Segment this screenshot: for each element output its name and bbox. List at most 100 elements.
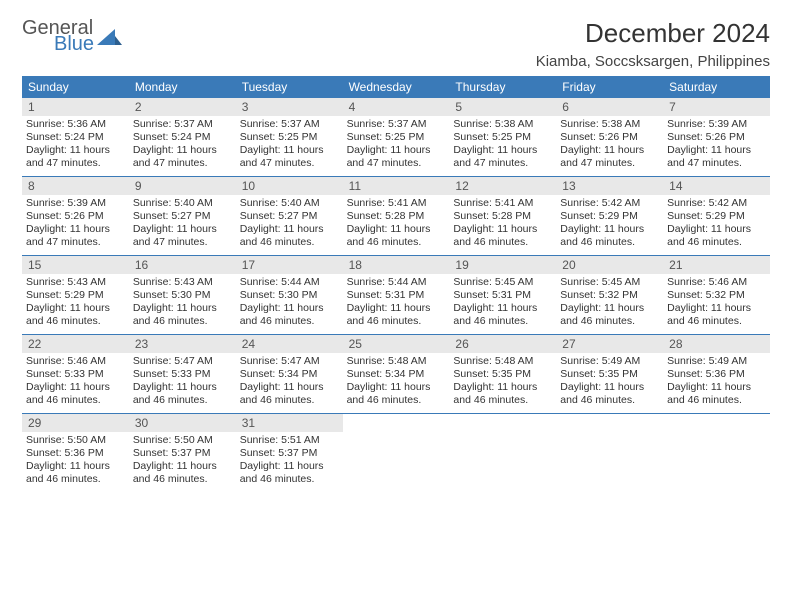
sunrise-text: Sunrise: 5:48 AM (453, 355, 552, 368)
title-block: December 2024 Kiamba, Soccsksargen, Phil… (536, 18, 770, 70)
day-number: 4 (343, 98, 450, 116)
day-cell: 21Sunrise: 5:46 AMSunset: 5:32 PMDayligh… (663, 256, 770, 334)
sunset-text: Sunset: 5:33 PM (26, 368, 125, 381)
daylight-text: Daylight: 11 hours and 46 minutes. (240, 381, 339, 407)
sunrise-text: Sunrise: 5:43 AM (133, 276, 232, 289)
day-cell: 13Sunrise: 5:42 AMSunset: 5:29 PMDayligh… (556, 177, 663, 255)
daylight-text: Daylight: 11 hours and 47 minutes. (453, 144, 552, 170)
day-body: Sunrise: 5:43 AMSunset: 5:30 PMDaylight:… (129, 274, 236, 331)
daylight-text: Daylight: 11 hours and 46 minutes. (240, 302, 339, 328)
day-cell: 25Sunrise: 5:48 AMSunset: 5:34 PMDayligh… (343, 335, 450, 413)
day-body: Sunrise: 5:37 AMSunset: 5:24 PMDaylight:… (129, 116, 236, 173)
day-body: Sunrise: 5:50 AMSunset: 5:37 PMDaylight:… (129, 432, 236, 489)
day-number: 28 (663, 335, 770, 353)
sunrise-text: Sunrise: 5:38 AM (560, 118, 659, 131)
day-body: Sunrise: 5:41 AMSunset: 5:28 PMDaylight:… (449, 195, 556, 252)
day-cell: 6 Sunrise: 5:38 AMSunset: 5:26 PMDaylight… (556, 98, 663, 176)
daylight-text: Daylight: 11 hours and 47 minutes. (667, 144, 766, 170)
day-body: Sunrise: 5:50 AMSunset: 5:36 PMDaylight:… (22, 432, 129, 489)
day-cell: 3Sunrise: 5:37 AMSunset: 5:25 PMDaylight… (236, 98, 343, 176)
day-number: 20 (556, 256, 663, 274)
calendar: SundayMondayTuesdayWednesdayThursdayFrid… (22, 76, 770, 492)
sunrise-text: Sunrise: 5:48 AM (347, 355, 446, 368)
day-header: Friday (556, 76, 663, 98)
sunrise-text: Sunrise: 5:47 AM (133, 355, 232, 368)
day-cell: 17Sunrise: 5:44 AMSunset: 5:30 PMDayligh… (236, 256, 343, 334)
daylight-text: Daylight: 11 hours and 46 minutes. (240, 223, 339, 249)
day-header: Thursday (449, 76, 556, 98)
sunrise-text: Sunrise: 5:37 AM (133, 118, 232, 131)
daylight-text: Daylight: 11 hours and 47 minutes. (26, 144, 125, 170)
week-row: 22Sunrise: 5:46 AMSunset: 5:33 PMDayligh… (22, 335, 770, 414)
day-number: 31 (236, 414, 343, 432)
triangle-icon (97, 27, 123, 52)
day-body: Sunrise: 5:46 AMSunset: 5:32 PMDaylight:… (663, 274, 770, 331)
day-number: 3 (236, 98, 343, 116)
day-body: Sunrise: 5:48 AMSunset: 5:35 PMDaylight:… (449, 353, 556, 410)
day-number: 17 (236, 256, 343, 274)
daylight-text: Daylight: 11 hours and 46 minutes. (347, 302, 446, 328)
daylight-text: Daylight: 11 hours and 46 minutes. (667, 223, 766, 249)
sunset-text: Sunset: 5:27 PM (133, 210, 232, 223)
logo-word-blue: Blue (54, 34, 94, 54)
day-number: 13 (556, 177, 663, 195)
sunset-text: Sunset: 5:32 PM (560, 289, 659, 302)
day-body: Sunrise: 5:36 AMSunset: 5:24 PMDaylight:… (22, 116, 129, 173)
sunset-text: Sunset: 5:24 PM (133, 131, 232, 144)
daylight-text: Daylight: 11 hours and 47 minutes. (26, 223, 125, 249)
daylight-text: Daylight: 11 hours and 46 minutes. (26, 302, 125, 328)
sunset-text: Sunset: 5:37 PM (133, 447, 232, 460)
day-body: Sunrise: 5:42 AMSunset: 5:29 PMDaylight:… (663, 195, 770, 252)
sunset-text: Sunset: 5:35 PM (453, 368, 552, 381)
sunset-text: Sunset: 5:25 PM (453, 131, 552, 144)
daylight-text: Daylight: 11 hours and 46 minutes. (240, 460, 339, 486)
day-number: 19 (449, 256, 556, 274)
sunrise-text: Sunrise: 5:51 AM (240, 434, 339, 447)
sunset-text: Sunset: 5:26 PM (560, 131, 659, 144)
day-cell: 27Sunrise: 5:49 AMSunset: 5:35 PMDayligh… (556, 335, 663, 413)
day-cell: 8Sunrise: 5:39 AMSunset: 5:26 PMDaylight… (22, 177, 129, 255)
sunset-text: Sunset: 5:36 PM (26, 447, 125, 460)
day-number: 26 (449, 335, 556, 353)
sunset-text: Sunset: 5:36 PM (667, 368, 766, 381)
day-cell: 5Sunrise: 5:38 AMSunset: 5:25 PMDaylight… (449, 98, 556, 176)
daylight-text: Daylight: 11 hours and 46 minutes. (347, 223, 446, 249)
day-number: 27 (556, 335, 663, 353)
week-row: 1Sunrise: 5:36 AMSunset: 5:24 PMDaylight… (22, 98, 770, 177)
location-text: Kiamba, Soccsksargen, Philippines (536, 53, 770, 70)
day-body: Sunrise: 5:39 AMSunset: 5:26 PMDaylight:… (663, 116, 770, 173)
day-number: 6 (556, 98, 663, 116)
day-body: Sunrise: 5:42 AMSunset: 5:29 PMDaylight:… (556, 195, 663, 252)
sunrise-text: Sunrise: 5:47 AM (240, 355, 339, 368)
daylight-text: Daylight: 11 hours and 46 minutes. (133, 460, 232, 486)
sunrise-text: Sunrise: 5:42 AM (667, 197, 766, 210)
week-row: 8Sunrise: 5:39 AMSunset: 5:26 PMDaylight… (22, 177, 770, 256)
week-row: 15Sunrise: 5:43 AMSunset: 5:29 PMDayligh… (22, 256, 770, 335)
sunset-text: Sunset: 5:29 PM (667, 210, 766, 223)
day-number: 14 (663, 177, 770, 195)
sunrise-text: Sunrise: 5:49 AM (560, 355, 659, 368)
day-cell: 22Sunrise: 5:46 AMSunset: 5:33 PMDayligh… (22, 335, 129, 413)
day-cell: 26Sunrise: 5:48 AMSunset: 5:35 PMDayligh… (449, 335, 556, 413)
day-number: 9 (129, 177, 236, 195)
sunset-text: Sunset: 5:29 PM (26, 289, 125, 302)
day-number: 24 (236, 335, 343, 353)
day-cell: 14Sunrise: 5:42 AMSunset: 5:29 PMDayligh… (663, 177, 770, 255)
daylight-text: Daylight: 11 hours and 47 minutes. (560, 144, 659, 170)
daylight-text: Daylight: 11 hours and 46 minutes. (26, 460, 125, 486)
sunrise-text: Sunrise: 5:46 AM (26, 355, 125, 368)
day-number: 2 (129, 98, 236, 116)
day-cell: 4Sunrise: 5:37 AMSunset: 5:25 PMDaylight… (343, 98, 450, 176)
sunset-text: Sunset: 5:26 PM (26, 210, 125, 223)
sunrise-text: Sunrise: 5:42 AM (560, 197, 659, 210)
daylight-text: Daylight: 11 hours and 46 minutes. (453, 302, 552, 328)
sunset-text: Sunset: 5:32 PM (667, 289, 766, 302)
sunset-text: Sunset: 5:30 PM (240, 289, 339, 302)
day-body: Sunrise: 5:37 AMSunset: 5:25 PMDaylight:… (343, 116, 450, 173)
daylight-text: Daylight: 11 hours and 47 minutes. (347, 144, 446, 170)
day-header: Sunday (22, 76, 129, 98)
day-number: 1 (22, 98, 129, 116)
daylight-text: Daylight: 11 hours and 46 minutes. (667, 302, 766, 328)
daylight-text: Daylight: 11 hours and 46 minutes. (453, 381, 552, 407)
sunrise-text: Sunrise: 5:43 AM (26, 276, 125, 289)
